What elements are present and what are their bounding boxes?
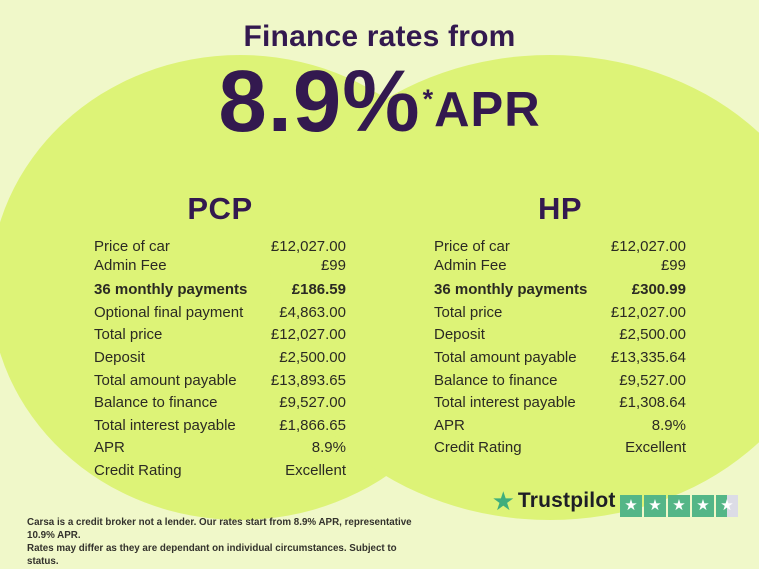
row-label: Price of car <box>94 238 170 255</box>
background-ellipse-right <box>270 55 759 520</box>
row-value: Excellent <box>285 462 346 480</box>
row-label: Balance to finance <box>434 371 558 389</box>
headline-rate-unit: APR <box>434 83 541 137</box>
disclaimer-text: Carsa is a credit broker not a lender. O… <box>27 516 417 568</box>
table-row: Deposit £2,500.00 <box>94 346 346 369</box>
table-row: 36 monthly payments £186.59 <box>94 279 346 302</box>
table-row: Credit Rating Excellent <box>94 459 346 482</box>
row-value: 8.9% <box>651 416 686 434</box>
pcp-heading: PCP <box>187 191 253 226</box>
disclaimer-line-2: Rates may differ as they are dependant o… <box>27 543 397 567</box>
table-row: Admin Fee £99 <box>434 256 686 275</box>
pcp-table: PCP Price of car £12,027.00 Admin Fee £9… <box>94 180 346 482</box>
row-label: Credit Rating <box>94 462 182 480</box>
row-label: 36 monthly payments <box>434 281 588 299</box>
row-label: 36 monthly payments <box>94 281 248 299</box>
row-label: Total price <box>94 326 163 344</box>
table-row: APR 8.9% <box>434 414 686 437</box>
row-label: APR <box>434 416 465 434</box>
row-label: Price of car <box>434 238 510 255</box>
table-row: Price of car £12,027.00 <box>94 237 346 256</box>
headline-rate: 8.9% <box>218 53 421 150</box>
row-value: £99 <box>320 257 346 274</box>
row-value: Excellent <box>625 439 686 457</box>
row-value: £1,866.65 <box>279 416 346 434</box>
trustpilot-logo: ★ Trustpilot <box>491 486 616 516</box>
row-label: Total amount payable <box>434 349 577 367</box>
row-value: £99 <box>660 257 686 274</box>
rating-star-icon <box>620 494 642 517</box>
row-value: £12,027.00 <box>610 238 686 255</box>
row-value: £12,027.00 <box>270 326 346 344</box>
table-row: Balance to finance £9,527.00 <box>434 369 686 392</box>
row-value: £2,500.00 <box>279 349 346 367</box>
row-label: Total interest payable <box>434 394 576 412</box>
table-row: Admin Fee £99 <box>94 256 346 275</box>
table-row: Total interest payable £1,308.64 <box>434 391 686 414</box>
row-label: Total amount payable <box>94 371 237 389</box>
row-value: £300.99 <box>631 281 686 299</box>
row-value: £12,027.00 <box>270 238 346 255</box>
row-label: Total interest payable <box>94 416 236 434</box>
row-label: Admin Fee <box>94 257 167 274</box>
table-row: Total price £12,027.00 <box>434 301 686 324</box>
table-row: APR 8.9% <box>94 437 346 460</box>
row-value: £9,527.00 <box>619 371 686 389</box>
table-row: Price of car £12,027.00 <box>434 237 686 256</box>
row-label: Admin Fee <box>434 257 507 274</box>
row-label: Total price <box>434 303 503 321</box>
row-label: APR <box>94 439 125 457</box>
table-row: Optional final payment £4,863.00 <box>94 301 346 324</box>
table-row: Total amount payable £13,893.65 <box>94 369 346 392</box>
trustpilot-star-icon: ★ <box>491 486 515 516</box>
row-value: 8.9% <box>311 439 346 457</box>
row-value: £13,893.65 <box>270 371 346 389</box>
row-label: Deposit <box>94 349 145 367</box>
rate-asterisk: * <box>422 84 434 114</box>
rating-star-icon <box>644 494 666 517</box>
rating-star-icon <box>692 494 714 517</box>
table-row: Credit Rating Excellent <box>434 437 686 460</box>
row-value: £13,335.64 <box>610 349 686 367</box>
table-row: Deposit £2,500.00 <box>434 324 686 347</box>
row-value: £9,527.00 <box>279 394 346 412</box>
hp-heading: HP <box>537 191 583 226</box>
row-value: £12,027.00 <box>610 303 686 321</box>
row-label: Optional final payment <box>94 303 244 321</box>
row-value: £186.59 <box>291 281 346 299</box>
table-row: 36 monthly payments £300.99 <box>434 279 686 302</box>
row-value: £2,500.00 <box>619 326 686 344</box>
hp-table: HP Price of car £12,027.00 Admin Fee £99… <box>434 180 686 459</box>
table-row: Total interest payable £1,866.65 <box>94 414 346 437</box>
headline-rate-line: 8.9% * APR <box>0 58 759 145</box>
row-value: £1,308.64 <box>619 394 686 412</box>
trustpilot-rating-stars <box>620 494 738 517</box>
disclaimer-line-1: Carsa is a credit broker not a lender. O… <box>27 517 412 541</box>
row-label: Balance to finance <box>94 394 218 412</box>
row-value: £4,863.00 <box>279 303 346 321</box>
trustpilot-brand: Trustpilot <box>517 489 616 512</box>
row-label: Credit Rating <box>434 439 522 457</box>
table-row: Total amount payable £13,335.64 <box>434 346 686 369</box>
table-row: Total price £12,027.00 <box>94 324 346 347</box>
rating-star-icon <box>668 494 690 517</box>
rating-half-star-icon <box>716 494 738 517</box>
promo-title: Finance rates from <box>243 20 516 53</box>
row-label: Deposit <box>434 326 485 344</box>
table-row: Balance to finance £9,527.00 <box>94 391 346 414</box>
trustpilot-widget: ★ Trustpilot <box>491 486 738 517</box>
